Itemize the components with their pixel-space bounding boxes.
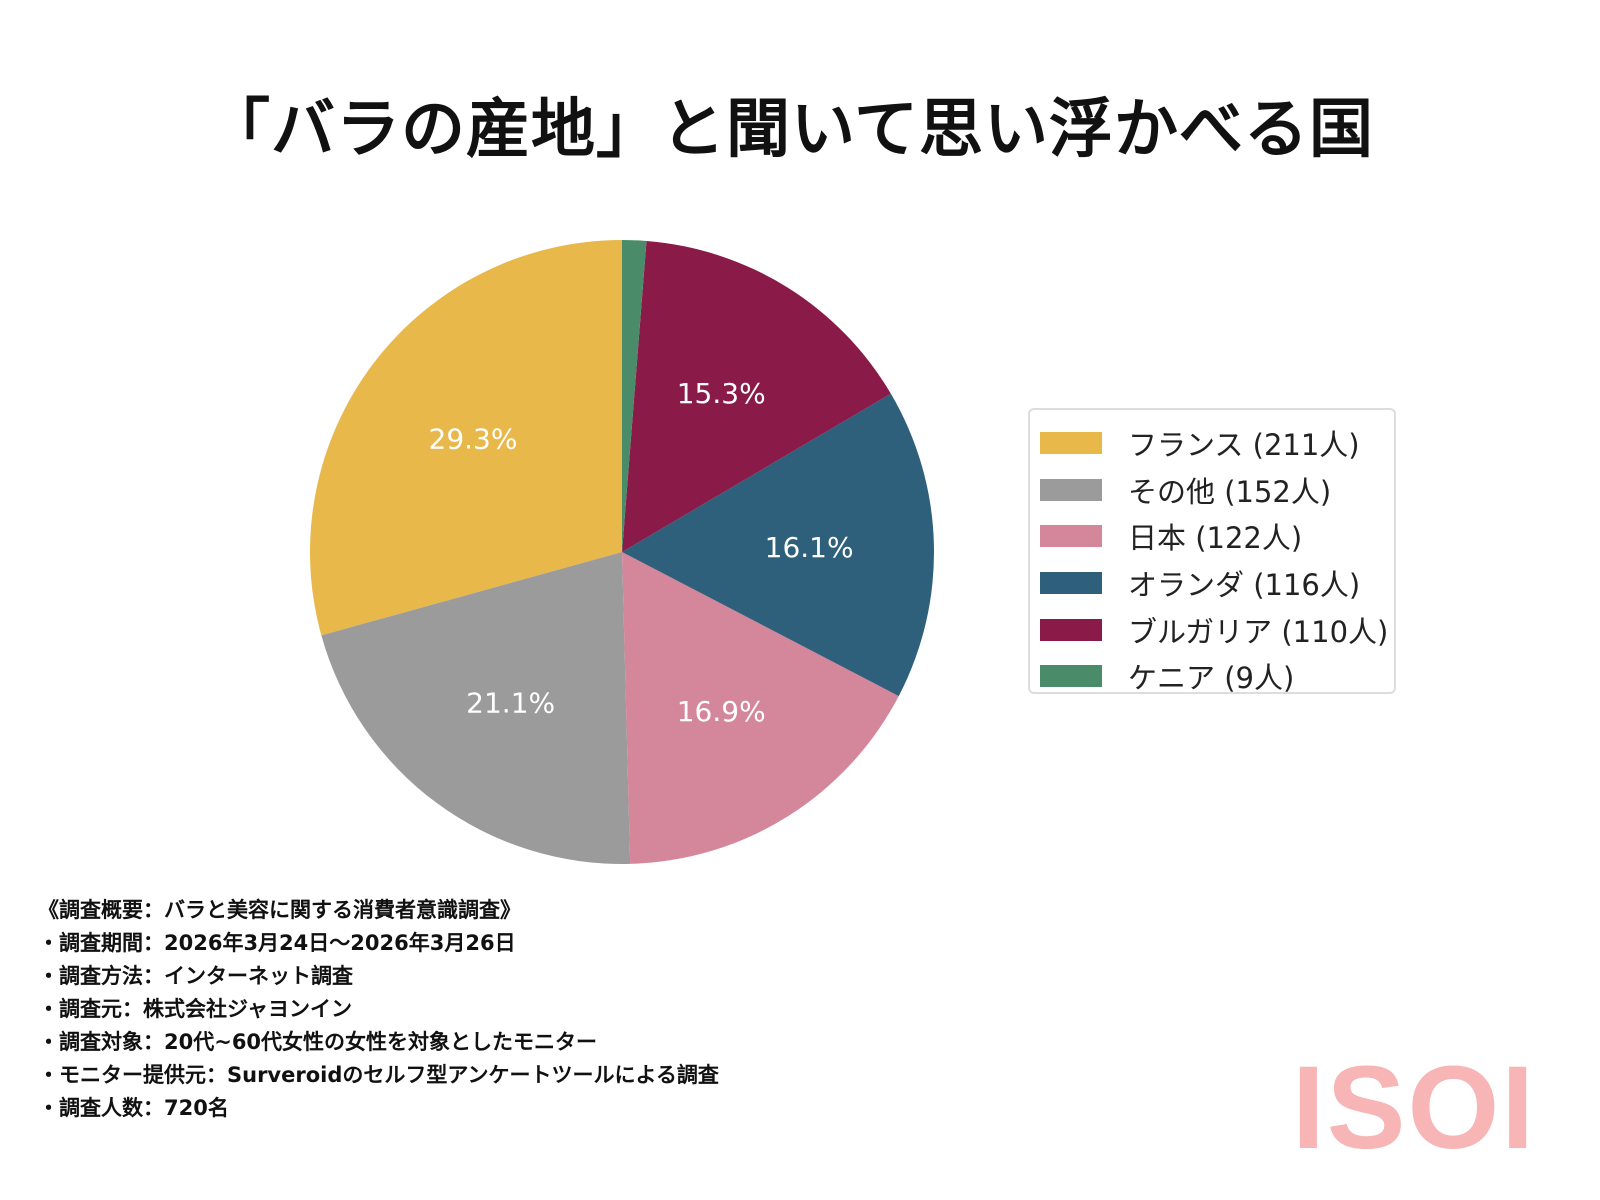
legend-swatch xyxy=(1040,432,1102,455)
legend-item: 日本 (122人) xyxy=(1040,513,1394,560)
note-line: ・調査人数：720名 xyxy=(38,1096,229,1120)
note-line: ・調査対象：20代~60代女性の女性を対象としたモニター xyxy=(38,1030,598,1054)
pct-label: 29.3% xyxy=(429,423,518,456)
pct-label: 21.1% xyxy=(466,686,555,719)
legend-swatch xyxy=(1040,665,1102,688)
legend-label: オランダ (116人) xyxy=(1128,568,1361,603)
pie-slice xyxy=(622,552,899,864)
pct-label: 16.9% xyxy=(677,695,766,728)
note-line: ・モニター提供元：Surveroidのセルフ型アンケートツールによる調査 xyxy=(38,1063,719,1087)
pct-label: 15.3% xyxy=(677,377,766,410)
note-line: ・調査方法：インターネット調査 xyxy=(38,964,353,988)
legend-label: ケニア (9人) xyxy=(1128,661,1295,696)
legend-label: ブルガリア (110人) xyxy=(1128,614,1389,649)
pie-slice xyxy=(309,240,622,636)
note-line: 《調査概要：バラと美容に関する消費者意識調査》 xyxy=(38,898,521,922)
pie-slice xyxy=(321,552,631,864)
legend-swatch xyxy=(1040,618,1102,641)
survey-notes: 《調査概要：バラと美容に関する消費者意識調査》 ・調査期間：2026年3月24日… xyxy=(38,894,719,1125)
legend-item: オランダ (116人) xyxy=(1040,560,1394,607)
note-line: ・調査元：株式会社ジャヨンイン xyxy=(38,997,352,1021)
pie-slice xyxy=(622,240,647,552)
legend-label: 日本 (122人) xyxy=(1128,521,1303,556)
legend-label: その他 (152人) xyxy=(1128,474,1332,509)
legend-swatch xyxy=(1040,525,1102,548)
legend-label: フランス (211人) xyxy=(1128,428,1360,463)
pct-label: 16.1% xyxy=(765,531,854,564)
legend-swatch xyxy=(1040,572,1102,595)
legend-item: その他 (152人) xyxy=(1040,467,1394,514)
note-line: ・調査期間：2026年3月24日～2026年3月26日 xyxy=(38,931,516,955)
legend-swatch xyxy=(1040,478,1102,501)
legend: フランス (211人) その他 (152人) 日本 (122人) オランダ (1… xyxy=(1028,408,1396,695)
legend-item: フランス (211人) xyxy=(1040,420,1394,467)
legend-item: ケニア (9人) xyxy=(1040,653,1394,700)
legend-item: ブルガリア (110人) xyxy=(1040,606,1394,653)
chart-title: 「バラの産地」と聞いて思い浮かべる国 xyxy=(205,93,1375,167)
pie-slice xyxy=(622,240,891,552)
isoi-logo: ISOI xyxy=(1292,1042,1537,1174)
pie-slice xyxy=(622,393,934,697)
